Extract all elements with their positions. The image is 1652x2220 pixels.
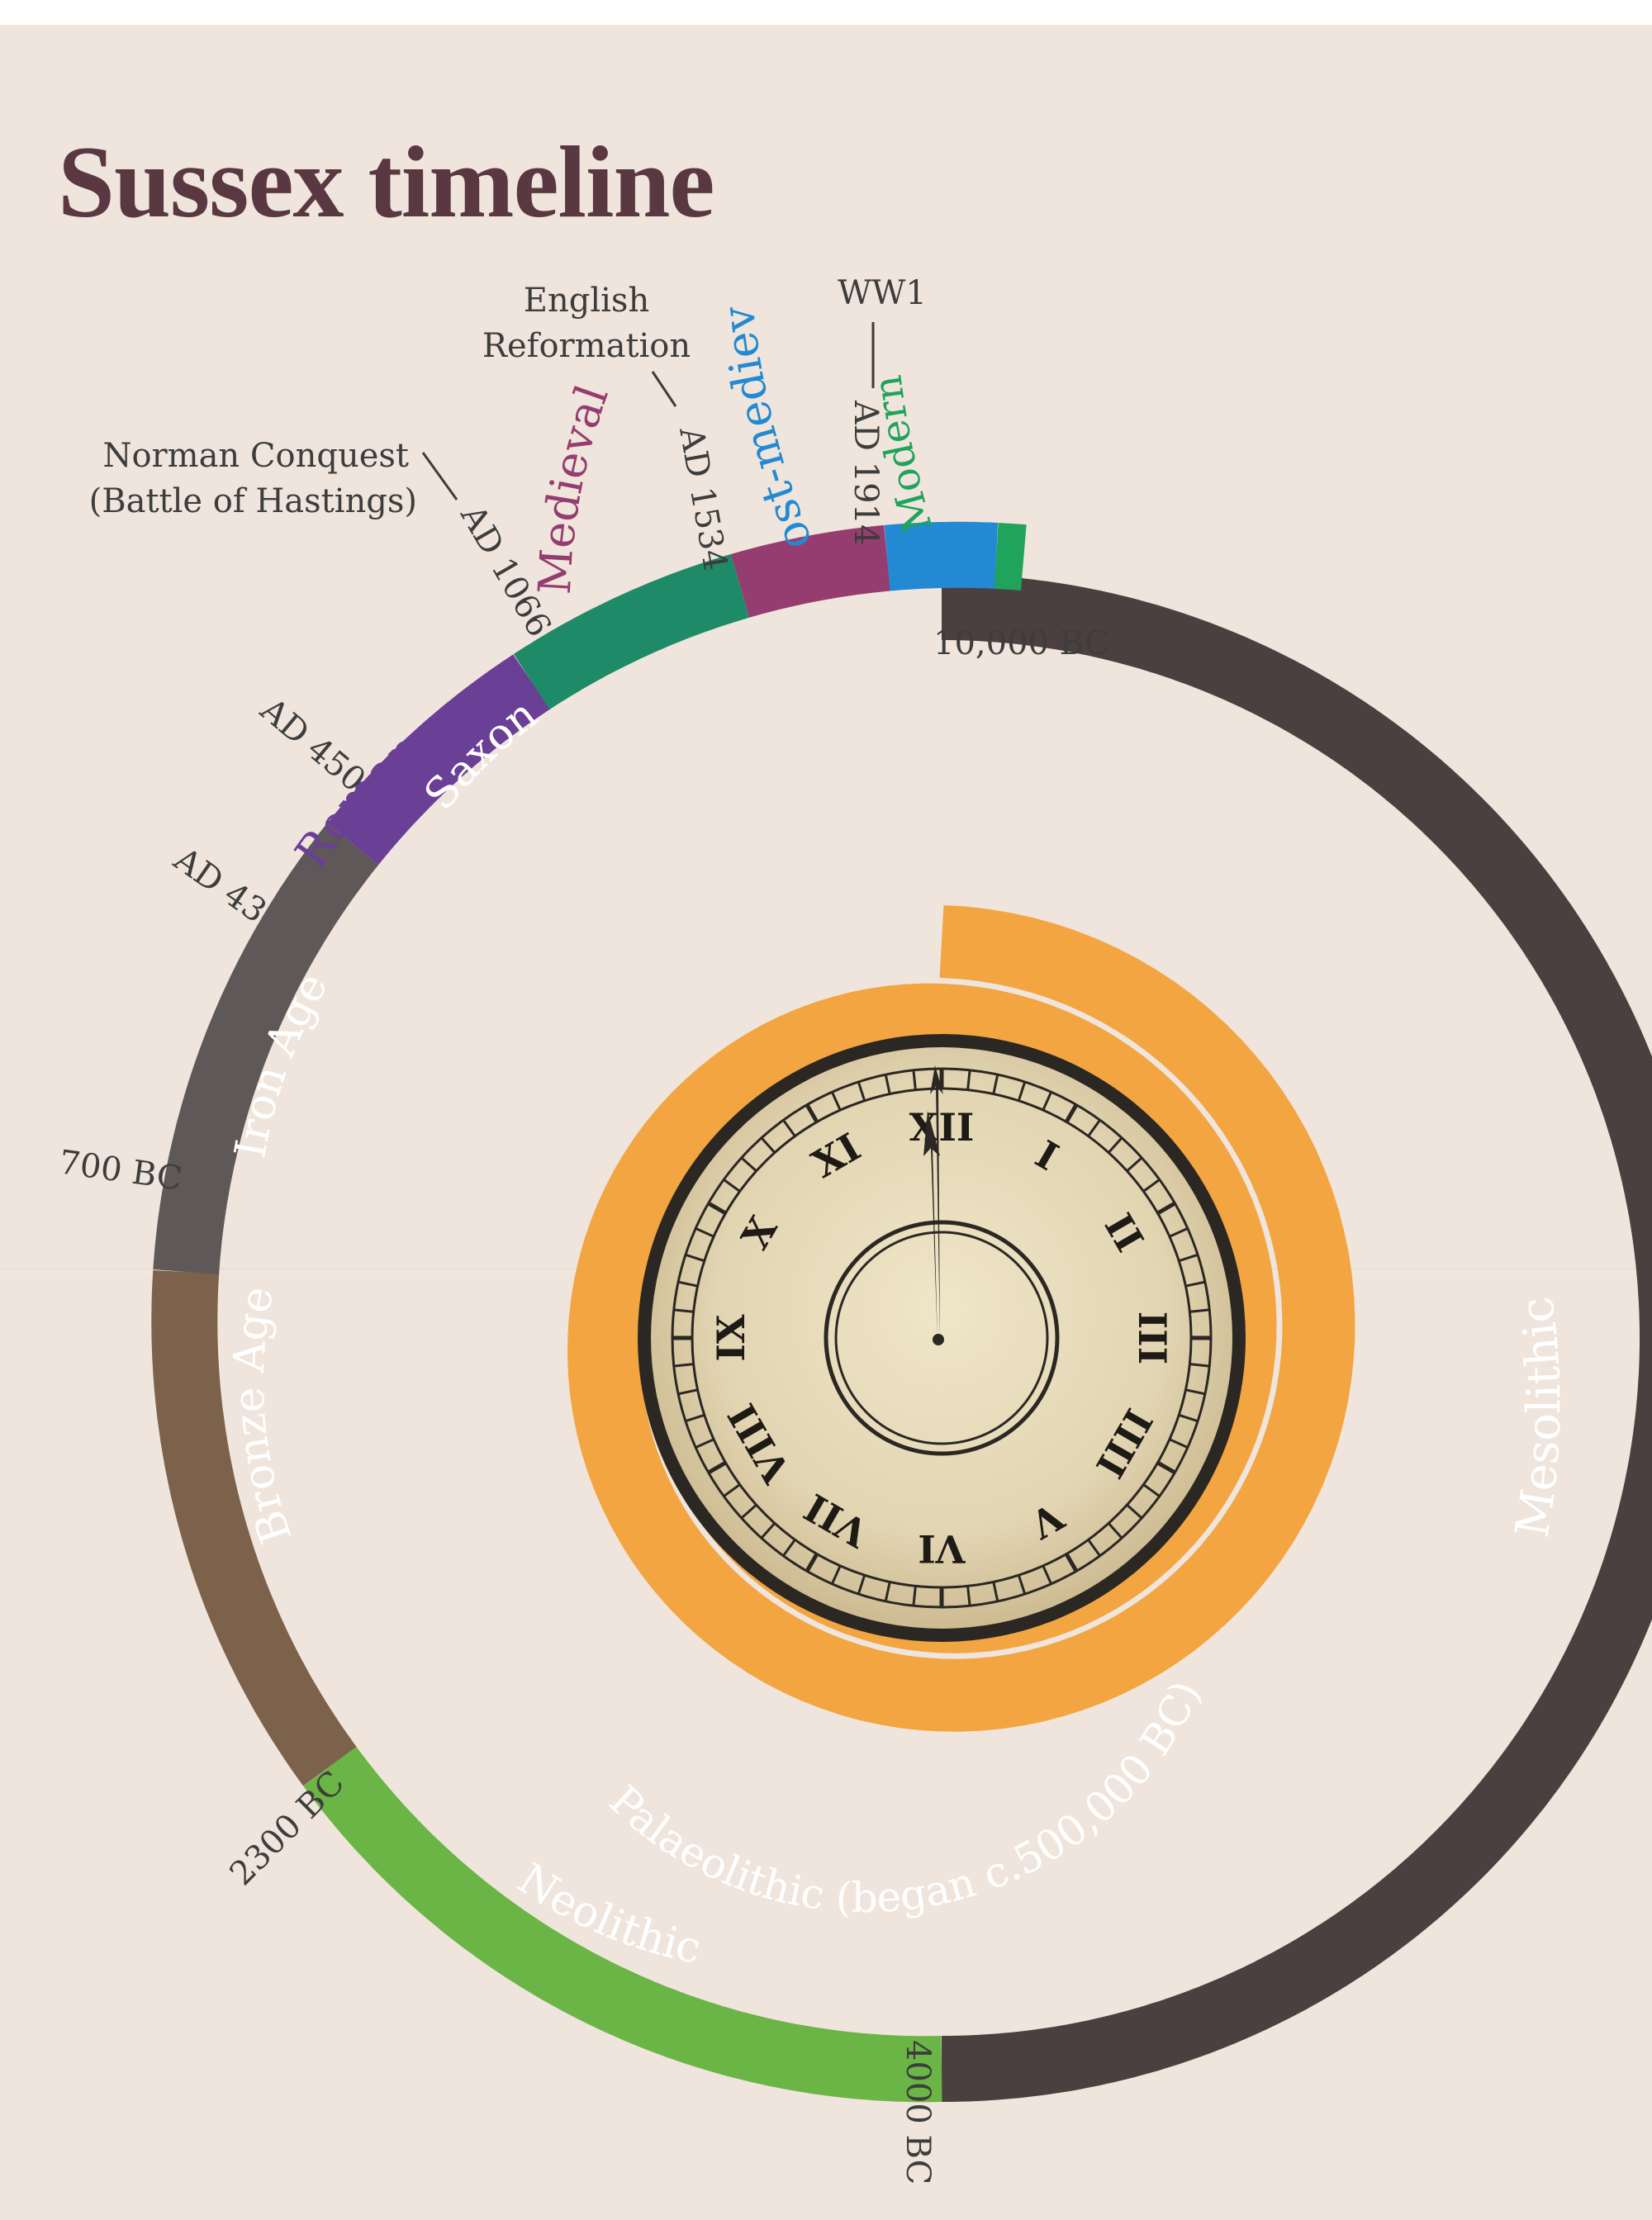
- period-segment: [513, 553, 750, 710]
- clock-tick: [1126, 1503, 1143, 1520]
- date-ad450: AD 450: [253, 690, 373, 799]
- clock-tick: [695, 1227, 714, 1238]
- mesolithic-label: Mesolithic: [1506, 1293, 1572, 1540]
- clock-tick: [782, 1539, 796, 1557]
- clock-numeral: VI: [918, 1526, 966, 1571]
- clock-tick: [1107, 1522, 1123, 1539]
- clock-tick: [1169, 1438, 1189, 1449]
- clock-pivot: [933, 1334, 944, 1345]
- clock-tick: [677, 1280, 698, 1288]
- clock-tick: [1185, 1388, 1206, 1396]
- period-segment: [942, 574, 1652, 2102]
- clock-tick: [1017, 1081, 1027, 1102]
- date-ad1534: AD 1534: [672, 424, 734, 574]
- clock-tick: [1156, 1460, 1176, 1475]
- clock-tick: [673, 1363, 694, 1368]
- clock-numeral: III: [1130, 1312, 1175, 1365]
- clock-tick: [695, 1438, 714, 1449]
- clock-tick: [782, 1119, 796, 1137]
- clock-tick: [740, 1156, 757, 1173]
- clock-tick: [1042, 1091, 1052, 1111]
- period-segment: [994, 522, 1027, 591]
- clock-tick: [740, 1503, 757, 1520]
- clock-tick: [1189, 1308, 1210, 1313]
- event-norman-leader: [421, 452, 458, 500]
- period-segment: [151, 1270, 357, 1786]
- date-4000bc: 4000 BC: [899, 2040, 937, 2184]
- date-ad43: AD 43: [166, 840, 273, 931]
- clock-tick: [760, 1522, 776, 1539]
- clock-tick: [831, 1091, 842, 1111]
- period-segment: [153, 823, 379, 1274]
- clock-tick: [677, 1388, 698, 1396]
- clock-tick: [1142, 1483, 1161, 1497]
- date-700bc: 700 BC: [57, 1143, 185, 1198]
- clock-tick: [723, 1179, 741, 1193]
- page-title: Sussex timeline: [58, 126, 714, 239]
- clock-numeral: XII: [909, 1105, 975, 1150]
- event-reformation: Reformation: [482, 327, 691, 365]
- date-10000bc: 10,000 BC: [933, 624, 1109, 662]
- clock-tick: [1064, 1553, 1079, 1572]
- clock-tick: [1107, 1136, 1123, 1154]
- clock-tick: [1087, 1539, 1101, 1557]
- clock-tick: [992, 1074, 999, 1094]
- clock-tick: [685, 1413, 705, 1423]
- clock-inner-ring: [824, 1220, 1060, 1456]
- clock-tick: [1189, 1363, 1210, 1368]
- clock-tick: [760, 1136, 776, 1154]
- clock-tick: [723, 1483, 741, 1497]
- clock-tick: [1169, 1227, 1189, 1238]
- clock-tick: [673, 1308, 694, 1313]
- period-segment: [884, 521, 999, 591]
- clock-tick: [1178, 1253, 1199, 1263]
- clock-tick: [1087, 1119, 1101, 1137]
- clock-inner-ring-2: [834, 1231, 1049, 1445]
- clock-tick: [1142, 1179, 1161, 1193]
- clock-tick: [1042, 1565, 1052, 1585]
- event-ww1: WW1: [838, 274, 927, 312]
- clock-minute-ticks: [672, 1069, 1211, 1607]
- clock-tick: [966, 1070, 971, 1090]
- clock-tick: [805, 1553, 819, 1572]
- event-norman-conquest: Norman Conquest: [102, 437, 409, 475]
- period-segment: [730, 524, 890, 618]
- event-battle-of-hastings: (Battle of Hastings): [89, 482, 417, 520]
- clock-tick: [1017, 1574, 1027, 1595]
- clock-tick: [707, 1460, 727, 1475]
- clock-tick: [884, 1582, 891, 1602]
- clock-tick: [912, 1586, 917, 1606]
- outer-period-ring: [151, 521, 1652, 2103]
- clock-tick: [685, 1253, 705, 1263]
- clock-tick: [857, 1081, 866, 1102]
- event-english: English: [524, 282, 649, 320]
- clock-minute-hand: [930, 1065, 943, 1342]
- period-rings: [151, 521, 1652, 2103]
- event-reformation-leader: [651, 371, 677, 407]
- period-segment: [303, 1746, 942, 2103]
- clock-tick: [884, 1074, 891, 1094]
- clock-hour-hand: [923, 1111, 940, 1342]
- clock-tick: [707, 1201, 727, 1216]
- date-ad1914: AD 1914: [847, 400, 885, 545]
- clock-tick: [1126, 1156, 1143, 1173]
- period-segment: [327, 654, 551, 866]
- medieval-label: Medieval: [529, 378, 619, 595]
- clock-tick: [1178, 1413, 1199, 1423]
- clock-tick: [1185, 1280, 1206, 1288]
- clock-tick: [1156, 1201, 1176, 1216]
- clock-tick: [1064, 1103, 1079, 1123]
- clock-tick: [857, 1574, 866, 1595]
- date-2300bc: 2300 BC: [223, 1764, 352, 1893]
- clock-tick: [966, 1586, 971, 1606]
- clock-tick: [805, 1103, 819, 1123]
- clock-numeral: IX: [709, 1314, 753, 1362]
- clock-tick: [912, 1070, 917, 1090]
- clock-tick: [992, 1582, 999, 1602]
- clock-tick: [831, 1565, 842, 1585]
